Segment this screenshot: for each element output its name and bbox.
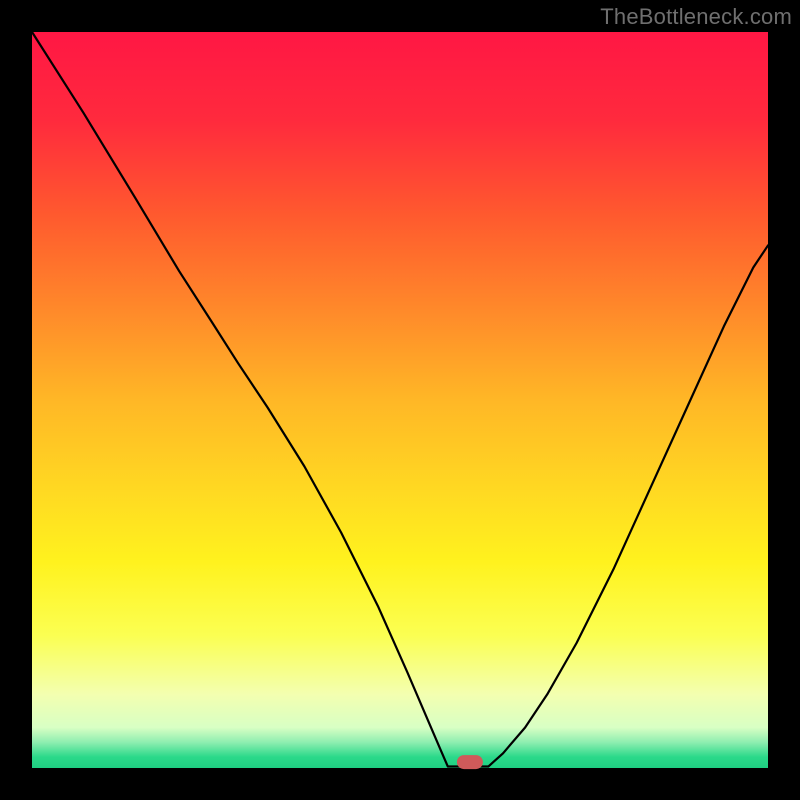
bottleneck-chart xyxy=(0,0,800,800)
optimal-marker xyxy=(457,755,483,769)
watermark-label: TheBottleneck.com xyxy=(600,4,792,30)
chart-container: TheBottleneck.com xyxy=(0,0,800,800)
